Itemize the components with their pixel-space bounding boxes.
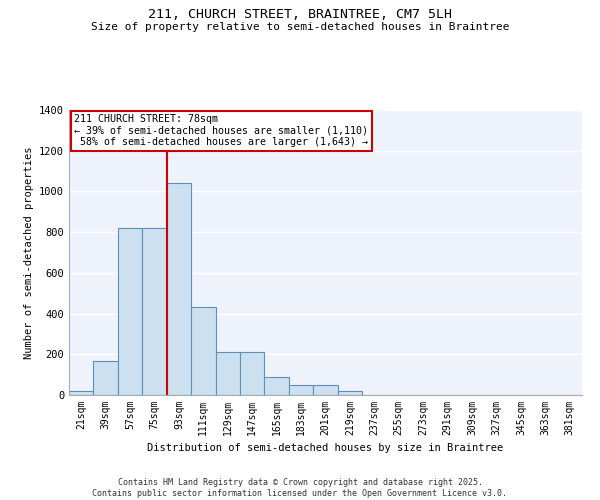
- Bar: [313, 385, 338, 395]
- Y-axis label: Number of semi-detached properties: Number of semi-detached properties: [23, 146, 34, 359]
- Text: Size of property relative to semi-detached houses in Braintree: Size of property relative to semi-detach…: [91, 22, 509, 32]
- Text: Contains HM Land Registry data © Crown copyright and database right 2025.
Contai: Contains HM Land Registry data © Crown c…: [92, 478, 508, 498]
- Bar: [265, 376, 289, 395]
- Bar: [69, 391, 94, 395]
- Bar: [289, 385, 313, 395]
- X-axis label: Distribution of semi-detached houses by size in Braintree: Distribution of semi-detached houses by …: [148, 444, 503, 454]
- Bar: [191, 308, 215, 395]
- Bar: [338, 391, 362, 395]
- Bar: [142, 228, 167, 395]
- Bar: [240, 352, 265, 395]
- Bar: [118, 228, 142, 395]
- Bar: [215, 352, 240, 395]
- Bar: [167, 184, 191, 395]
- Text: 211 CHURCH STREET: 78sqm
← 39% of semi-detached houses are smaller (1,110)
 58% : 211 CHURCH STREET: 78sqm ← 39% of semi-d…: [74, 114, 368, 148]
- Bar: [94, 362, 118, 395]
- Text: 211, CHURCH STREET, BRAINTREE, CM7 5LH: 211, CHURCH STREET, BRAINTREE, CM7 5LH: [148, 8, 452, 20]
